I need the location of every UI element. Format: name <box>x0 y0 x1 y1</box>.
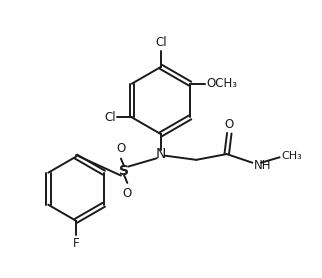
Text: S: S <box>119 164 129 178</box>
Text: N: N <box>156 147 166 161</box>
Text: OCH₃: OCH₃ <box>206 77 237 90</box>
Text: Cl: Cl <box>104 111 116 124</box>
Text: O: O <box>116 142 126 155</box>
Text: NH: NH <box>254 159 271 172</box>
Text: Cl: Cl <box>155 36 167 49</box>
Text: CH₃: CH₃ <box>281 151 302 161</box>
Text: F: F <box>73 237 79 250</box>
Text: O: O <box>225 118 234 131</box>
Text: O: O <box>123 187 132 200</box>
